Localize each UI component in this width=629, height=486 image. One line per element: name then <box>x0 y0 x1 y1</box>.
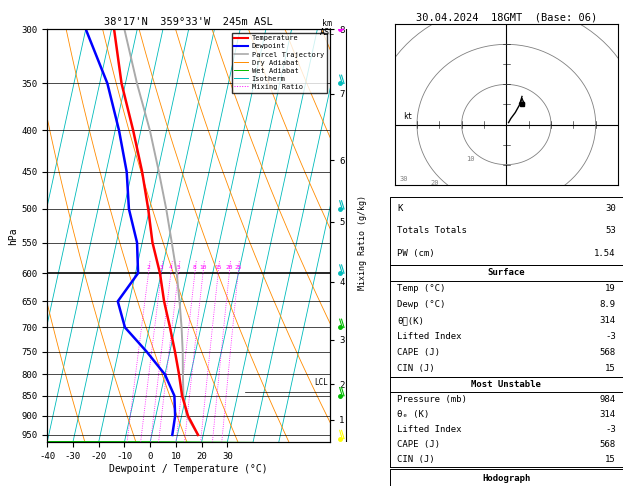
Text: 314: 314 <box>599 316 616 325</box>
Text: km
ASL: km ASL <box>320 19 335 37</box>
Text: 53: 53 <box>605 226 616 235</box>
Text: 25: 25 <box>235 265 242 270</box>
Text: CAPE (J): CAPE (J) <box>397 348 440 357</box>
Text: 20: 20 <box>226 265 233 270</box>
Text: θᴀ(K): θᴀ(K) <box>397 316 424 325</box>
Text: Most Unstable: Most Unstable <box>471 380 542 389</box>
Text: Hodograph: Hodograph <box>482 474 530 483</box>
Text: Surface: Surface <box>487 268 525 278</box>
Text: -3: -3 <box>605 332 616 341</box>
Text: Lifted Index: Lifted Index <box>397 425 462 434</box>
Text: CAPE (J): CAPE (J) <box>397 439 440 449</box>
Text: K: K <box>397 204 403 213</box>
Text: 8.9: 8.9 <box>599 300 616 309</box>
Text: 30: 30 <box>605 204 616 213</box>
Text: 984: 984 <box>599 395 616 404</box>
Text: Totals Totals: Totals Totals <box>397 226 467 235</box>
Text: 314: 314 <box>599 410 616 418</box>
Text: 1.54: 1.54 <box>594 249 616 258</box>
Text: CIN (J): CIN (J) <box>397 364 435 373</box>
Legend: Temperature, Dewpoint, Parcel Trajectory, Dry Adiabat, Wet Adiabat, Isotherm, Mi: Temperature, Dewpoint, Parcel Trajectory… <box>231 33 326 93</box>
Text: 2: 2 <box>147 265 150 270</box>
Text: -3: -3 <box>605 425 616 434</box>
Text: Temp (°C): Temp (°C) <box>397 284 445 294</box>
Text: Lifted Index: Lifted Index <box>397 332 462 341</box>
Text: 5: 5 <box>177 265 181 270</box>
Text: 15: 15 <box>605 364 616 373</box>
Text: 15: 15 <box>214 265 222 270</box>
Text: 568: 568 <box>599 439 616 449</box>
Text: 4: 4 <box>169 265 173 270</box>
Text: 8: 8 <box>193 265 197 270</box>
Text: Pressure (mb): Pressure (mb) <box>397 395 467 404</box>
Text: 10: 10 <box>199 265 207 270</box>
Text: PW (cm): PW (cm) <box>397 249 435 258</box>
Text: 568: 568 <box>599 348 616 357</box>
Text: 30.04.2024  18GMT  (Base: 06): 30.04.2024 18GMT (Base: 06) <box>416 12 597 22</box>
Text: 15: 15 <box>605 454 616 464</box>
Text: Mixing Ratio (g/kg): Mixing Ratio (g/kg) <box>359 195 367 291</box>
Text: θₑ (K): θₑ (K) <box>397 410 429 418</box>
Text: 19: 19 <box>605 284 616 294</box>
Text: Dewp (°C): Dewp (°C) <box>397 300 445 309</box>
Text: LCL: LCL <box>314 379 328 387</box>
X-axis label: Dewpoint / Temperature (°C): Dewpoint / Temperature (°C) <box>109 464 268 474</box>
Y-axis label: hPa: hPa <box>9 227 18 244</box>
Title: 38°17'N  359°33'W  245m ASL: 38°17'N 359°33'W 245m ASL <box>104 17 273 27</box>
Text: 3: 3 <box>160 265 164 270</box>
Text: CIN (J): CIN (J) <box>397 454 435 464</box>
